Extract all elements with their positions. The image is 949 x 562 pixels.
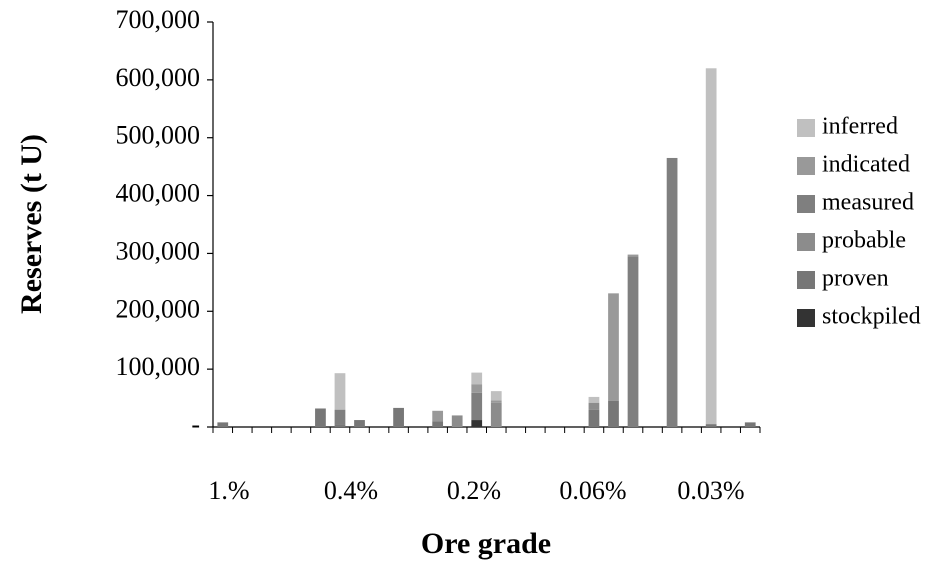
bar-segment-proven: [744, 422, 756, 427]
bar-segment-inferred: [471, 372, 483, 385]
x-tick-label: 0.2%: [447, 476, 501, 505]
y-axis: - 100,000 200,000 300,000 400,000 500,000 600,…: [116, 5, 214, 439]
legend-label-stockpiled: stockpiled: [822, 304, 921, 330]
y-tick-label: 400,000: [116, 179, 201, 208]
bar-segment-probable: [588, 402, 600, 410]
x-axis-title: Ore grade: [421, 527, 551, 560]
bar-segment-proven: [588, 409, 600, 427]
bar-segment-measured: [627, 256, 639, 427]
x-axis: 1.% 0.4% 0.2% 0.06% 0.03%: [208, 426, 761, 505]
legend-label-measured: measured: [822, 190, 914, 216]
legend-swatch-measured: [797, 195, 815, 213]
bar-segment-inferred: [490, 391, 502, 401]
legend-swatch-indicated: [797, 157, 815, 175]
bar-segment-indicated: [432, 410, 444, 422]
bar-segment-indicated: [471, 384, 483, 393]
bar-segment-proven: [432, 421, 444, 427]
bar-segment-proven: [705, 424, 717, 427]
x-tick-label: 0.4%: [324, 476, 378, 505]
bar-segment-indicated: [627, 254, 639, 257]
bar-segment-inferred: [588, 396, 600, 403]
x-tick-label: 1.%: [208, 476, 249, 505]
bar-segment-measured: [666, 157, 678, 427]
legend-label-probable: probable: [822, 228, 906, 254]
x-tick-label: 0.03%: [677, 476, 744, 505]
y-tick-label: 100,000: [116, 352, 201, 381]
y-tick-label: 700,000: [116, 5, 201, 34]
bar-segment-proven: [393, 407, 404, 427]
y-tick-label: 600,000: [116, 63, 201, 92]
y-axis-title: Reserves (t U): [15, 134, 48, 314]
legend-swatch-stockpiled: [797, 309, 815, 327]
x-tick-label: 0.06%: [559, 476, 626, 505]
legend-swatch-probable: [797, 233, 815, 251]
y-tick-label: 200,000: [116, 294, 201, 323]
bar-segment-proven: [315, 408, 326, 427]
bar-segment-proven: [608, 400, 619, 427]
bar-segment-inferred: [705, 68, 717, 425]
legend-label-inferred: inferred: [822, 114, 898, 140]
legend-label-indicated: indicated: [822, 152, 910, 178]
y-tick-label: 500,000: [116, 121, 201, 150]
y-tick-label: 300,000: [116, 236, 201, 265]
bar-segment-proven: [354, 420, 365, 427]
y-tick-label: -: [191, 410, 200, 439]
bar-segment-probable: [490, 402, 502, 427]
bars: [217, 68, 756, 427]
bar-segment-inferred: [334, 373, 346, 410]
bar-segment-measured: [471, 392, 483, 421]
legend-swatch-inferred: [797, 119, 815, 137]
bar-segment-measured: [334, 409, 346, 425]
bar-segment-indicated: [608, 293, 619, 401]
legend-label-proven: proven: [822, 266, 889, 292]
bar-segment-proven: [217, 422, 229, 427]
bar-segment-indicated: [490, 400, 502, 403]
bar-segment-stockpiled: [471, 420, 483, 427]
bar-segment-proven: [334, 424, 346, 427]
legend: inferred indicated measured probable proven s…: [797, 114, 921, 330]
bar-segment-probable: [451, 415, 463, 427]
legend-swatch-proven: [797, 271, 815, 289]
